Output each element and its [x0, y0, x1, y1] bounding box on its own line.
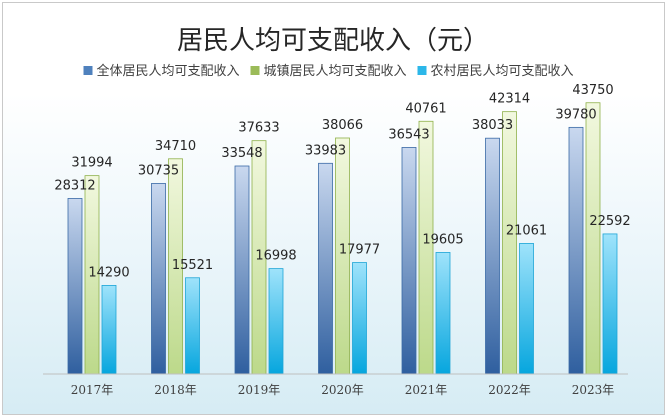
- chart-title: 居民人均可支配收入（元）: [177, 26, 489, 56]
- x-tick-6: 2023年: [572, 383, 615, 397]
- bar-0-5: [485, 137, 500, 375]
- x-axis-ticks: 2017年 2018年 2019年 2020年 2021年 2022年 2023年: [71, 383, 615, 397]
- chart-frame: 居民人均可支配收入（元） 全体居民人均可支配收入 城镇居民人均可支配收入 农村居民人…: [2, 2, 665, 415]
- legend-label-0: 全体居民人均可支配收入: [97, 63, 240, 79]
- bar-0-0: [67, 198, 83, 375]
- data-label-0-1: 30735: [138, 163, 179, 178]
- legend-label-1: 城镇居民人均可支配收入: [264, 64, 407, 79]
- bar-0-6: [568, 126, 584, 375]
- x-tick-5: 2022年: [488, 383, 531, 397]
- bar-0-2: [234, 165, 250, 375]
- legend-swatch-0: [83, 66, 93, 75]
- x-tick-3: 2020年: [321, 383, 364, 397]
- data-label-2-3: 17977: [339, 243, 380, 258]
- data-labels: 28312 31994 14290 30735 34710 15521 33548 37633…: [54, 83, 630, 281]
- bar-2-3: [352, 262, 367, 375]
- bar-2-5: [519, 243, 534, 375]
- bar-1-5: [502, 111, 517, 375]
- bar-2-1: [185, 277, 200, 375]
- bars: [67, 102, 618, 375]
- bar-0-3: [318, 162, 333, 375]
- data-label-1-1: 34710: [155, 139, 196, 154]
- legend-label-2: 农村居民人均可支配收入: [431, 64, 574, 79]
- data-label-2-2: 16998: [255, 249, 296, 264]
- data-label-1-6: 43750: [572, 83, 613, 98]
- data-label-1-4: 40761: [405, 101, 446, 116]
- bar-2-4: [435, 252, 451, 375]
- data-label-2-0: 14290: [88, 265, 129, 280]
- data-label-0-5: 38033: [472, 118, 513, 133]
- x-tick-1: 2018年: [154, 383, 197, 397]
- bar-chart: 居民人均可支配收入（元） 全体居民人均可支配收入 城镇居民人均可支配收入 农村居民人…: [43, 26, 631, 397]
- bar-2-0: [101, 285, 117, 375]
- bar-1-6: [585, 102, 601, 375]
- data-label-1-3: 38066: [322, 118, 363, 133]
- bar-2-2: [268, 268, 284, 375]
- data-label-1-5: 42314: [489, 92, 530, 107]
- bar-0-1: [151, 183, 166, 375]
- data-label-0-6: 39780: [555, 107, 596, 122]
- x-tick-4: 2021年: [405, 383, 448, 397]
- data-label-0-0: 28312: [54, 178, 95, 193]
- bar-1-4: [418, 120, 434, 375]
- data-label-2-6: 22592: [589, 214, 630, 229]
- data-label-0-2: 33548: [221, 146, 262, 161]
- data-label-1-2: 37633: [238, 121, 279, 136]
- data-label-2-5: 21061: [506, 223, 547, 238]
- bar-0-4: [401, 147, 417, 375]
- data-label-2-1: 15521: [172, 258, 213, 273]
- data-label-1-0: 31994: [71, 156, 112, 171]
- data-label-0-3: 33983: [305, 143, 346, 158]
- legend: 全体居民人均可支配收入 城镇居民人均可支配收入 农村居民人均可支配收入: [83, 63, 574, 79]
- bar-2-6: [602, 233, 618, 375]
- data-label-0-4: 36543: [388, 127, 429, 142]
- legend-swatch-1: [250, 66, 260, 75]
- x-tick-0: 2017年: [71, 383, 114, 397]
- x-tick-2: 2019年: [238, 383, 281, 397]
- legend-swatch-2: [417, 66, 427, 75]
- data-label-2-4: 19605: [422, 232, 463, 247]
